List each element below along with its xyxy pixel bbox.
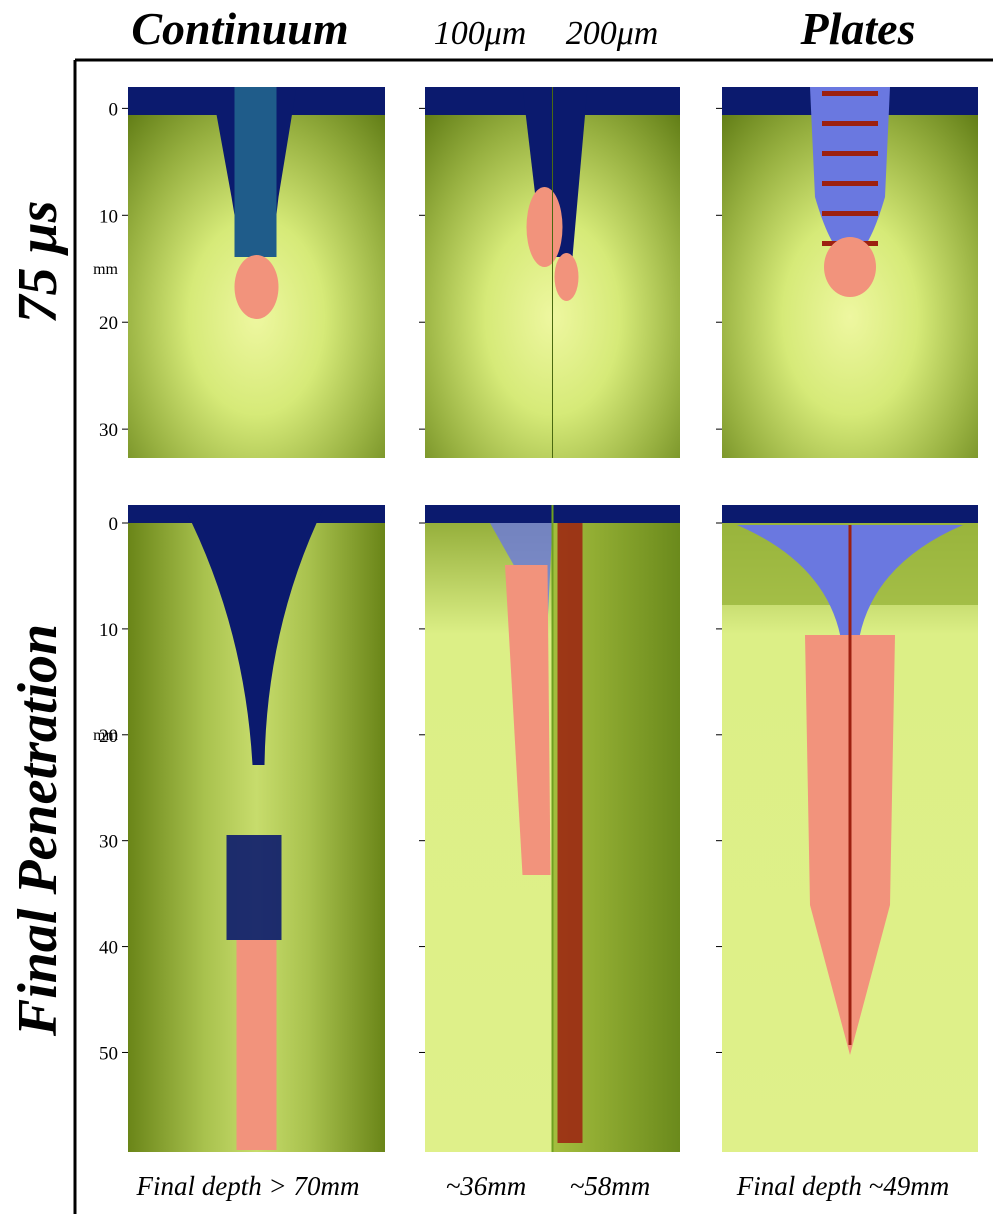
- y-tick-label: 0: [109, 514, 119, 535]
- caption: ~58mm: [570, 1171, 651, 1201]
- column-title: 100μm: [434, 15, 527, 52]
- column-title: Continuum: [131, 3, 348, 54]
- figure: Continuum 100μm 200μm Plates 75 μs Final…: [0, 0, 993, 1214]
- caption: Final depth ~49mm: [736, 1171, 950, 1201]
- row-label: 75 μs: [7, 201, 69, 324]
- plate: [822, 181, 878, 186]
- caption: Final depth > 70mm: [136, 1171, 360, 1201]
- y-tick-label: 20: [99, 313, 118, 334]
- axis-unit: mm: [93, 727, 118, 744]
- column-title: Plates: [800, 3, 916, 54]
- y-tick-label: 0: [109, 99, 119, 120]
- column-title: 200μm: [566, 15, 659, 52]
- axis-unit: mm: [93, 261, 118, 278]
- plate: [822, 151, 878, 156]
- debris: [227, 835, 282, 940]
- y-tick-label: 40: [99, 938, 118, 959]
- page: Continuum 100μm 200μm Plates 75 μs Final…: [0, 0, 993, 1214]
- caption: ~36mm: [446, 1171, 527, 1201]
- y-tick-label: 30: [99, 832, 118, 853]
- projectile: [235, 255, 279, 319]
- surface-band: [722, 505, 978, 523]
- plate: [822, 211, 878, 216]
- projectile: [555, 253, 579, 301]
- projectile: [237, 940, 277, 1150]
- plate: [822, 121, 878, 126]
- jet: [235, 87, 277, 257]
- y-tick-label: 10: [99, 620, 118, 641]
- row-label: Final Penetration: [7, 624, 69, 1037]
- y-tick-label: 30: [99, 420, 118, 441]
- y-tick-label: 50: [99, 1043, 118, 1064]
- projectile: [558, 523, 583, 1143]
- plate: [822, 91, 878, 96]
- projectile: [527, 187, 563, 267]
- projectile: [824, 237, 876, 297]
- y-tick-label: 10: [99, 206, 118, 227]
